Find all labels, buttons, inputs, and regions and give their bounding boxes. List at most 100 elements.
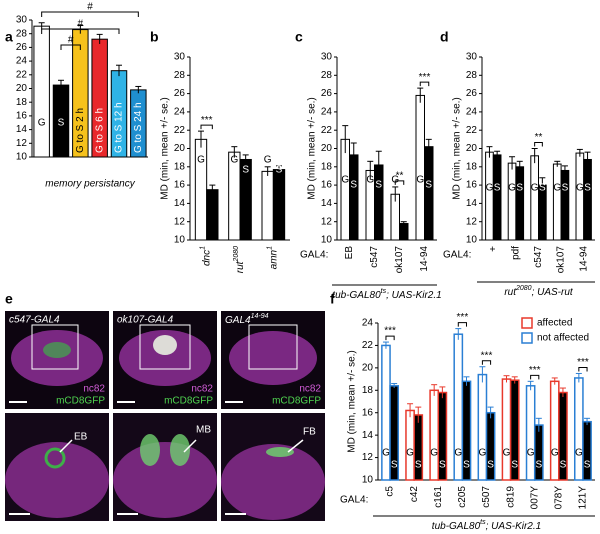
significance-label: # xyxy=(68,35,74,46)
brain xyxy=(113,442,217,518)
x-axis-label: memory persistancy xyxy=(45,179,135,190)
bar xyxy=(340,138,350,241)
bar xyxy=(501,378,512,481)
bar-label: G xyxy=(551,448,559,459)
y-tick-label: 14 xyxy=(16,124,28,135)
zoom-box xyxy=(31,324,79,370)
gfp xyxy=(153,335,177,355)
significance-label: ** xyxy=(535,132,543,143)
bar-label: S xyxy=(375,180,382,191)
x-tick-label: c547 xyxy=(533,246,544,268)
arrow xyxy=(287,439,304,453)
x-tick-label: 14-94 xyxy=(578,246,589,272)
y-tick-label: 30 xyxy=(466,52,478,63)
y-tick-label: 16 xyxy=(466,180,478,191)
x-tick-label: c42 xyxy=(409,486,420,503)
significance-bracket xyxy=(481,360,492,365)
gfp xyxy=(170,434,190,466)
y-tick-label: 26 xyxy=(174,88,186,99)
y-tick-label: 16 xyxy=(321,180,333,191)
y-tick-label: 28 xyxy=(174,70,186,81)
bar-label: G xyxy=(230,155,238,166)
y-tick-label: 12 xyxy=(174,216,186,227)
significance-bracket xyxy=(530,374,540,380)
bar-label: G xyxy=(575,448,583,459)
x-label-superscript: ts xyxy=(381,288,387,295)
x-tick-label: c205 xyxy=(457,486,468,508)
bar-label: G to S 24 h xyxy=(133,102,144,153)
arrow xyxy=(59,439,73,453)
y-tick-label: 26 xyxy=(16,42,28,53)
significance-label: # xyxy=(78,19,84,30)
y-axis-label: MD (min, mean +/- se.) xyxy=(160,97,171,200)
significance-bracket xyxy=(385,335,395,341)
x-tick-label: 007Y xyxy=(529,486,540,510)
bar-label: S xyxy=(584,460,591,471)
y-tick-label: 24 xyxy=(466,107,478,118)
y-tick-label: 24 xyxy=(321,107,333,118)
y-tick-label: 20 xyxy=(466,143,478,154)
bar-label: G xyxy=(479,448,487,459)
bar-label: S xyxy=(463,460,470,471)
bar xyxy=(415,94,425,241)
bar xyxy=(492,154,502,241)
bar-label: S xyxy=(242,165,249,176)
bar-label: G xyxy=(406,448,414,459)
bar-label: S xyxy=(511,460,518,471)
bar xyxy=(573,377,584,481)
y-tick-label: 28 xyxy=(466,70,478,81)
x-tick-label: c161 xyxy=(433,486,444,508)
y-tick-label: 10 xyxy=(362,475,374,486)
gfp xyxy=(140,434,160,466)
x-tick-label: ok107 xyxy=(556,246,567,274)
bar xyxy=(349,154,359,241)
x-axis-label: tub-GAL80ts; UAS-Kir2.1 xyxy=(332,288,441,300)
category-superscript: 2080 xyxy=(233,246,240,263)
bar-label: S xyxy=(276,165,283,176)
y-tick-label: 22 xyxy=(362,340,374,351)
bar-label: G to S 12 h xyxy=(114,102,125,153)
x-tick-label: ok107 xyxy=(394,246,405,274)
bar-label: G xyxy=(454,448,462,459)
x-tick-label: amn1 xyxy=(267,246,279,269)
x-axis-label: tub-GAL80ts; UAS-Kir2.1 xyxy=(432,519,541,531)
stain: nc82 xyxy=(191,384,213,395)
y-tick-label: 12 xyxy=(362,452,374,463)
x-tick-label: c507 xyxy=(481,486,492,508)
y-tick-label: 20 xyxy=(174,143,186,154)
brain xyxy=(5,442,109,518)
x-tick-label: rut2080 xyxy=(233,246,245,273)
stain: mCD8GFP xyxy=(56,396,105,407)
image-title: GAL414-94 xyxy=(225,313,269,325)
bar-label: G xyxy=(503,448,511,459)
bar-label: G xyxy=(508,183,516,194)
brain xyxy=(119,330,211,386)
bar-label: G xyxy=(38,118,46,129)
x-axis-label: rut2080; UAS-rut xyxy=(504,285,574,297)
bar-label: G xyxy=(366,175,374,186)
x-label-suffix: ; UAS-rut xyxy=(532,287,574,298)
bar xyxy=(206,189,219,241)
bar-label: S xyxy=(539,183,546,194)
bar-label: G xyxy=(576,183,584,194)
y-tick-label: 14 xyxy=(174,198,186,209)
title: GAL4 xyxy=(225,315,251,326)
significance-label: *** xyxy=(577,357,589,368)
panel-label: b xyxy=(150,29,159,45)
bar xyxy=(429,389,440,481)
y-tick-label: 26 xyxy=(466,88,478,99)
bar xyxy=(583,158,592,241)
bar xyxy=(560,169,570,241)
x-tick-label: 121Y xyxy=(578,486,589,510)
x-label-superscript: 2080 xyxy=(515,285,532,292)
bar-label: G xyxy=(382,448,390,459)
y-tick-label: 10 xyxy=(321,235,333,246)
significance-bracket xyxy=(41,28,120,34)
bar xyxy=(582,420,592,481)
bar xyxy=(575,152,585,241)
significance-label: # xyxy=(87,2,93,13)
y-tick-label: 26 xyxy=(321,88,333,99)
category-superscript: 1 xyxy=(267,246,274,250)
bar xyxy=(507,162,517,241)
category: dnc xyxy=(201,250,212,266)
